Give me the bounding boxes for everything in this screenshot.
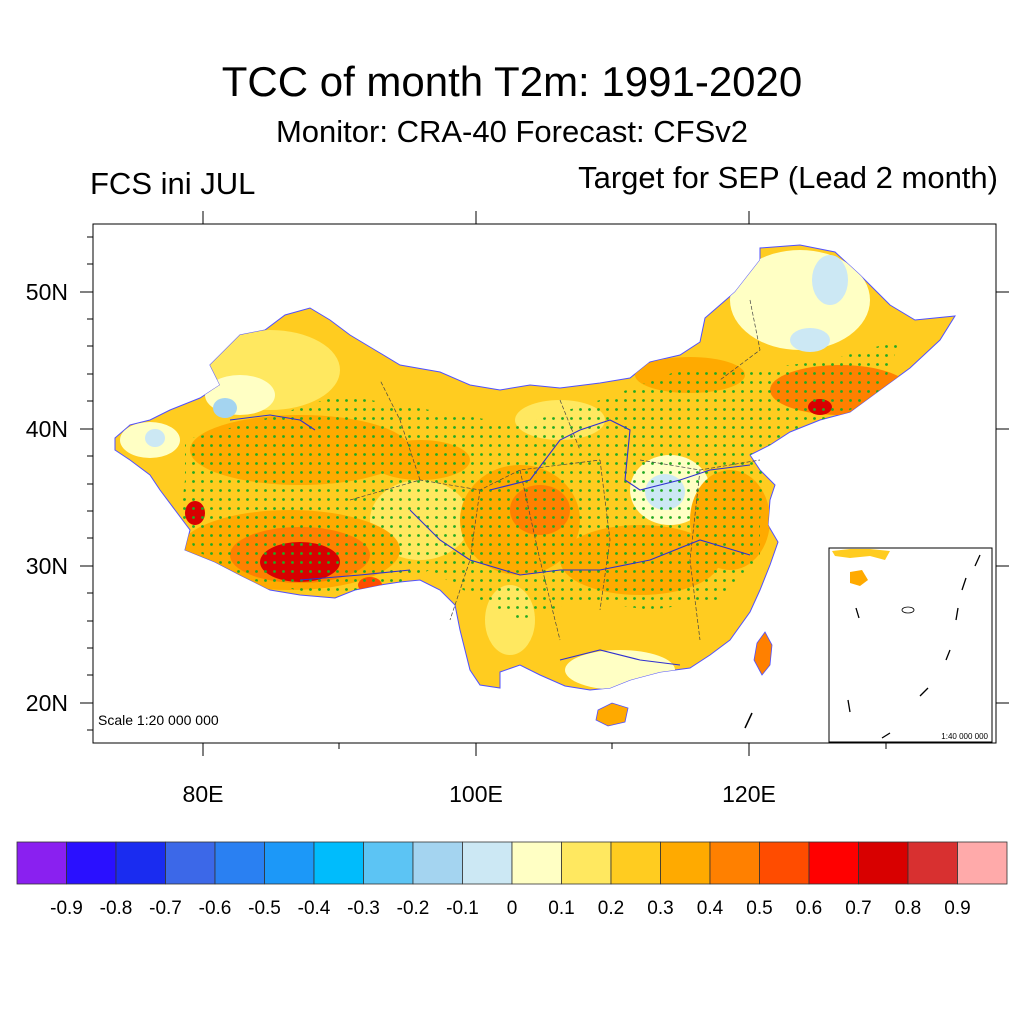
colorbar-swatch xyxy=(957,841,1008,885)
lat-label-30n: 30N xyxy=(26,553,68,579)
colorbar-label: 0.2 xyxy=(598,898,624,919)
colorbar-swatch xyxy=(16,841,67,885)
colorbar-swatch xyxy=(561,841,612,885)
frame-ticks xyxy=(80,211,1009,756)
colorbar-swatch xyxy=(264,841,315,885)
colorbar-label: -0.3 xyxy=(347,898,380,919)
islands xyxy=(595,631,773,729)
colorbar-label: 0.1 xyxy=(548,898,574,919)
colorbar-label: 0.9 xyxy=(944,898,970,919)
colorbar-swatch xyxy=(313,841,364,885)
colorbar-label: 0.8 xyxy=(895,898,921,919)
colorbar-swatch xyxy=(462,841,513,885)
colorbar-swatch xyxy=(66,841,117,885)
chart-title: TCC of month T2m: 1991-2020 xyxy=(221,58,803,105)
colorbar-swatch xyxy=(511,841,562,885)
colorbar-swatch xyxy=(759,841,810,885)
colorbar-label: -0.6 xyxy=(199,898,232,919)
inset-map xyxy=(828,547,993,743)
lat-label-50n: 50N xyxy=(26,279,68,305)
colorbar-label: 0.6 xyxy=(796,898,822,919)
colorbar-swatch xyxy=(214,841,265,885)
inset-scale-label: 1:40 000 000 xyxy=(941,732,988,741)
colorbar-label: -0.2 xyxy=(397,898,430,919)
colorbar-swatch xyxy=(610,841,661,885)
colorbar-swatch xyxy=(858,841,909,885)
colorbar-label: -0.7 xyxy=(149,898,182,919)
scale-label: Scale 1:20 000 000 xyxy=(98,712,219,728)
colorbar-swatch xyxy=(660,841,711,885)
colorbar-label: 0.3 xyxy=(647,898,673,919)
colorbar-swatch xyxy=(808,841,859,885)
lon-label-120e: 120E xyxy=(722,781,776,807)
colorbar-label: 0.7 xyxy=(845,898,871,919)
colorbar-label: 0.5 xyxy=(746,898,772,919)
lon-label-100e: 100E xyxy=(449,781,503,807)
target-label: Target for SEP (Lead 2 month) xyxy=(578,160,998,195)
lat-label-20n: 20N xyxy=(26,690,68,716)
colorbar-swatch xyxy=(165,841,216,885)
colorbar-swatch xyxy=(709,841,760,885)
colorbar-label: 0 xyxy=(507,898,518,919)
colorbar-swatch xyxy=(363,841,414,885)
china-map xyxy=(114,244,956,691)
colorbar-swatch xyxy=(115,841,166,885)
colorbar: -0.9 -0.8 -0.7 -0.6 -0.5 -0.4 -0.3 -0.2 -0.1 0 0.1… xyxy=(16,841,1008,919)
init-label: FCS ini JUL xyxy=(90,166,256,201)
colorbar-label: 0.4 xyxy=(697,898,724,919)
lat-label-40n: 40N xyxy=(26,416,68,442)
colorbar-label: -0.1 xyxy=(446,898,479,919)
colorbar-swatch xyxy=(412,841,463,885)
colorbar-label: -0.8 xyxy=(100,898,133,919)
colorbar-swatch xyxy=(907,841,958,885)
colorbar-label: -0.4 xyxy=(298,898,331,919)
lon-label-80e: 80E xyxy=(183,781,224,807)
chart-subtitle: Monitor: CRA-40 Forecast: CFSv2 xyxy=(275,114,749,149)
colorbar-label: -0.9 xyxy=(50,898,83,919)
colorbar-label: -0.5 xyxy=(248,898,281,919)
